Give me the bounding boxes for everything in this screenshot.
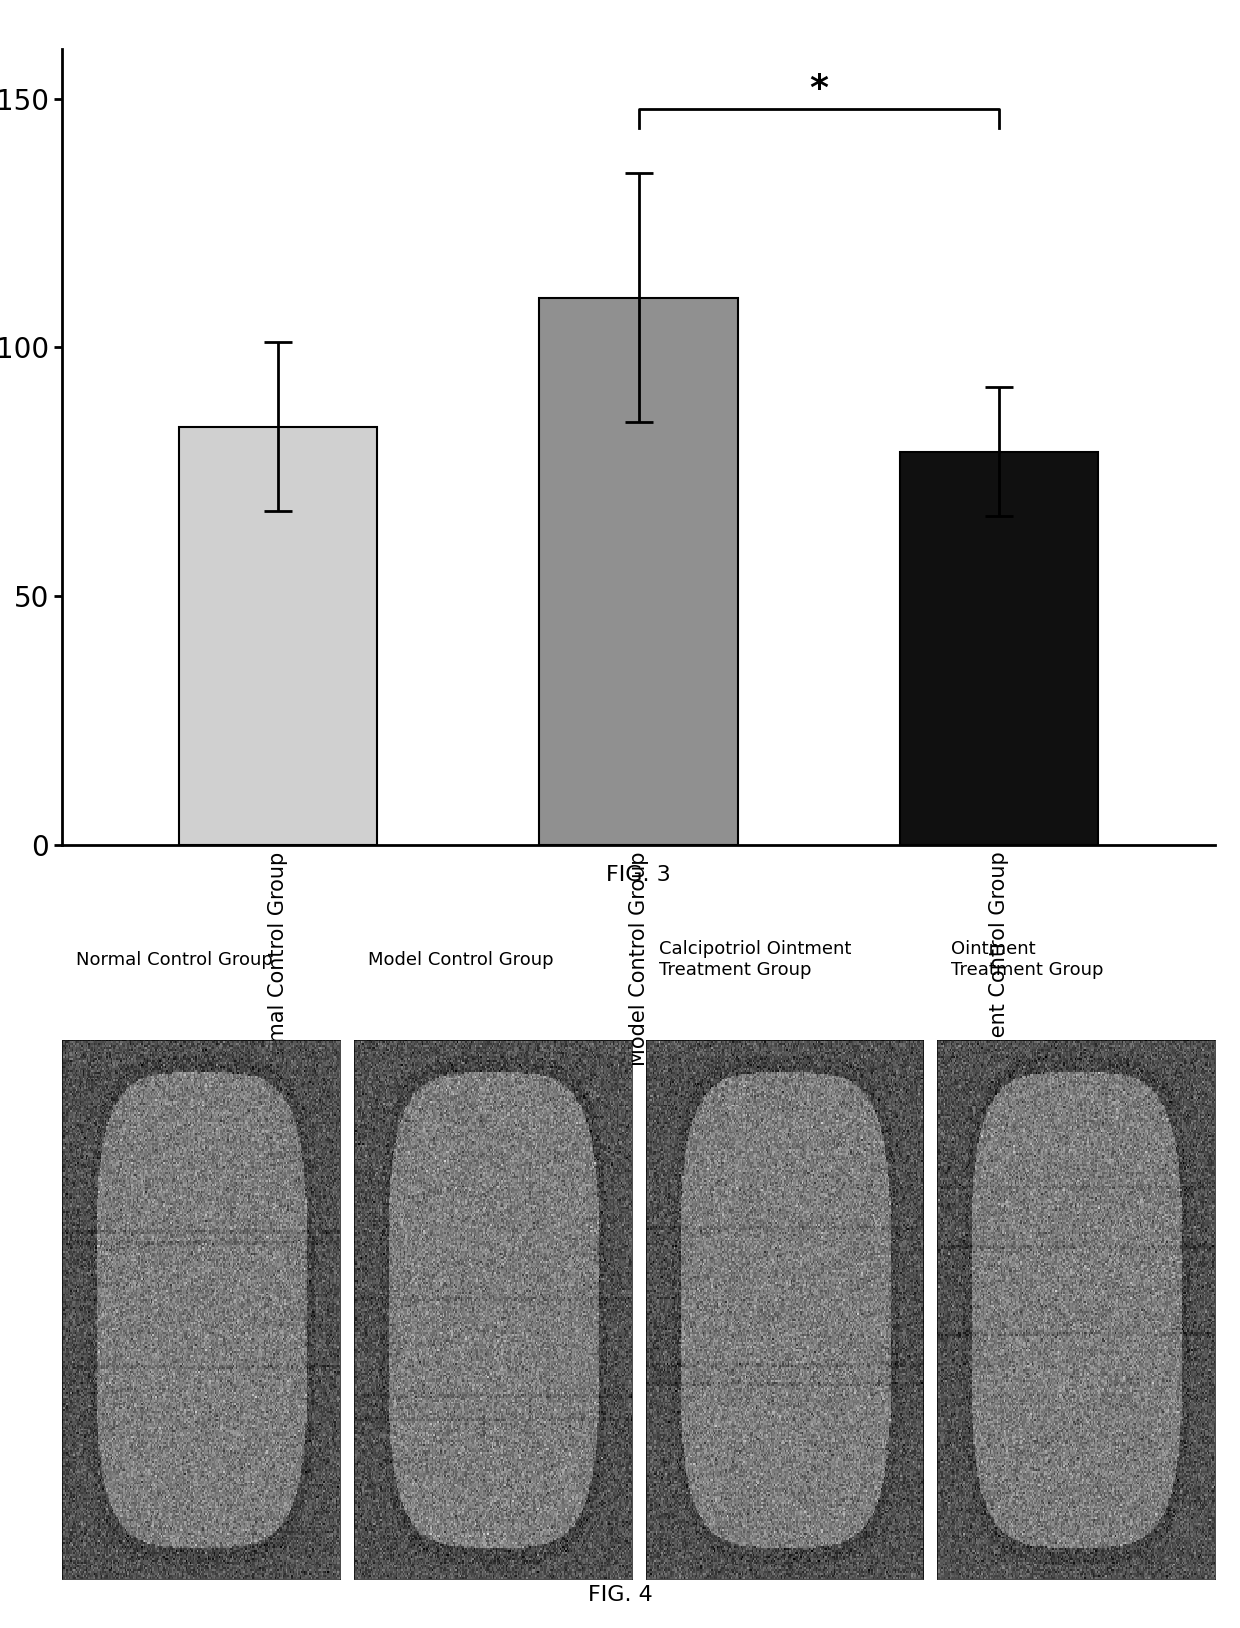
Text: Calcipotriol Ointment
Treatment Group: Calcipotriol Ointment Treatment Group — [660, 941, 852, 978]
Text: Model Control Group: Model Control Group — [368, 951, 553, 969]
Text: Normal Control Group: Normal Control Group — [76, 951, 273, 969]
Bar — [179, 427, 377, 845]
Text: FIG. 3: FIG. 3 — [606, 864, 671, 886]
Bar — [539, 298, 738, 845]
Bar — [900, 451, 1099, 845]
Text: FIG. 4: FIG. 4 — [588, 1586, 652, 1605]
Text: Ointment
Treatment Group: Ointment Treatment Group — [951, 941, 1104, 978]
Text: *: * — [810, 72, 828, 106]
